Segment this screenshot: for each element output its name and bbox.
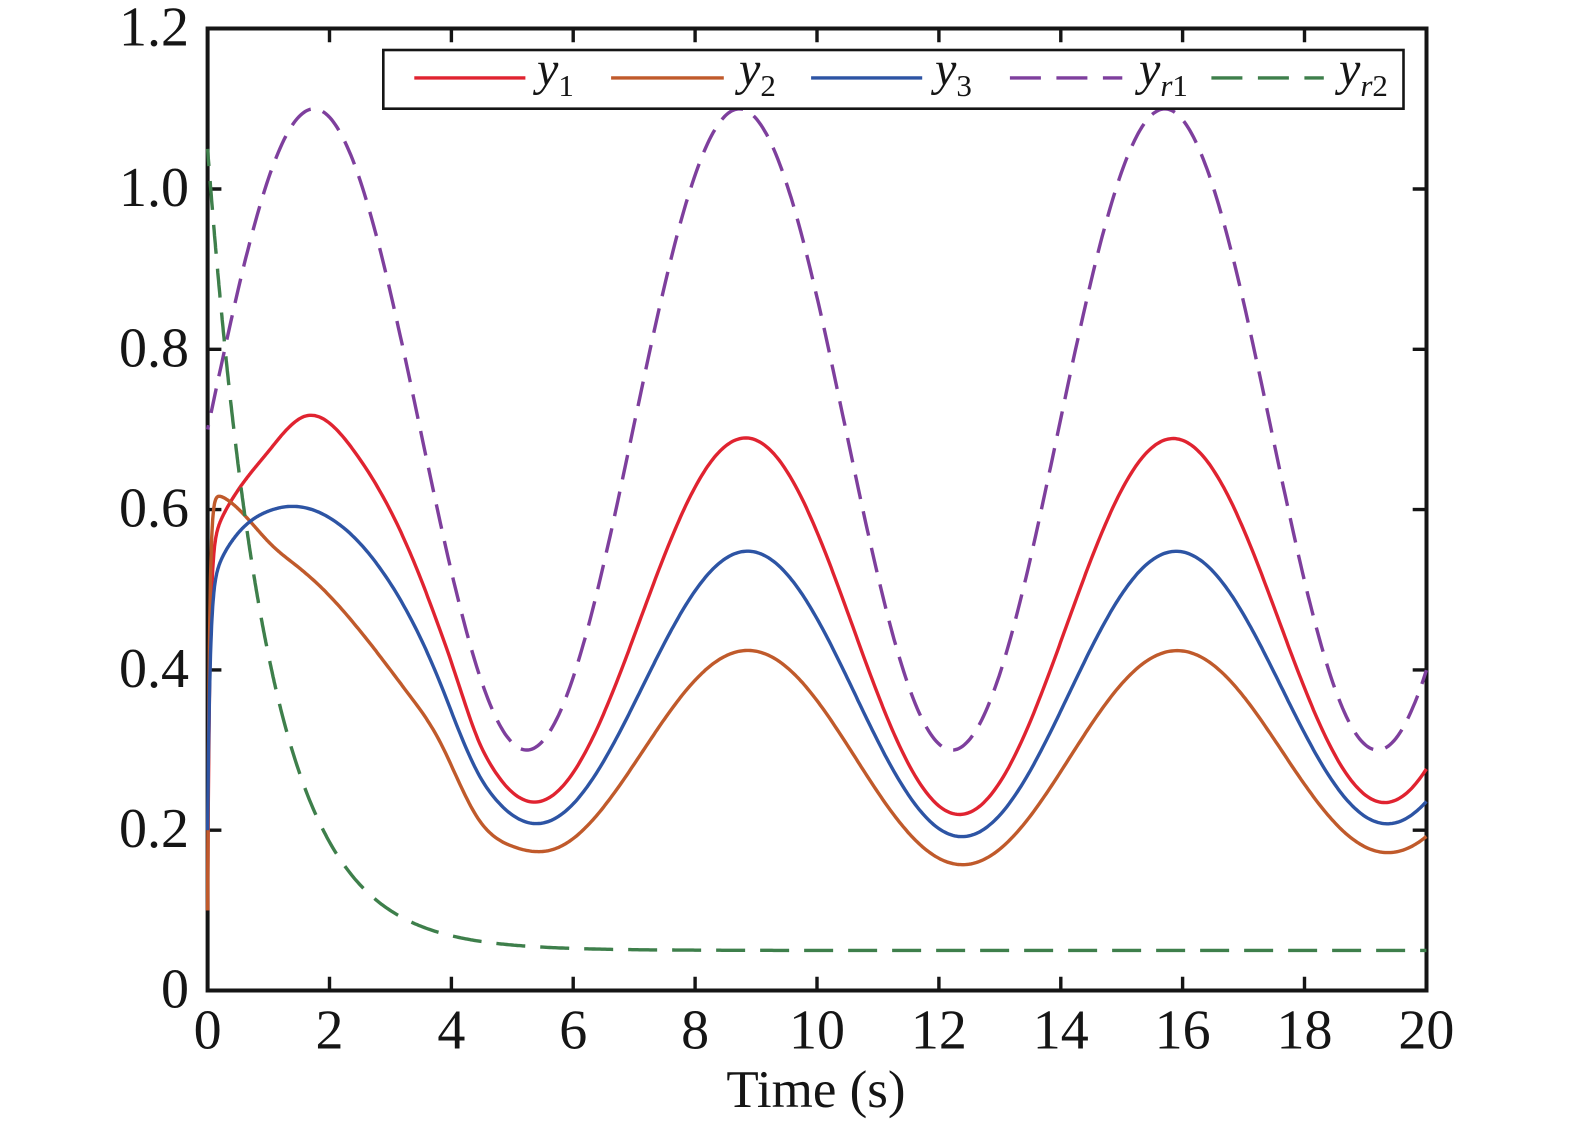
svg-text:0.6: 0.6 <box>119 478 189 540</box>
svg-text:0.8: 0.8 <box>119 317 189 379</box>
svg-text:0: 0 <box>161 959 189 1021</box>
svg-text:y3: y3 <box>930 43 972 103</box>
svg-text:8: 8 <box>681 1000 709 1062</box>
svg-text:1.0: 1.0 <box>119 157 189 219</box>
svg-text:10: 10 <box>789 1000 845 1062</box>
svg-text:14: 14 <box>1033 1000 1089 1062</box>
svg-text:16: 16 <box>1155 1000 1211 1062</box>
svg-text:4: 4 <box>437 1000 465 1062</box>
svg-text:6: 6 <box>559 1000 587 1062</box>
svg-text:0.4: 0.4 <box>119 638 189 700</box>
svg-text:12: 12 <box>911 1000 967 1062</box>
svg-text:Time (s): Time (s) <box>726 1061 905 1119</box>
svg-text:18: 18 <box>1277 1000 1333 1062</box>
svg-text:0.2: 0.2 <box>119 798 189 860</box>
svg-text:20: 20 <box>1398 1000 1454 1062</box>
svg-text:0: 0 <box>194 1000 222 1062</box>
svg-text:2: 2 <box>316 1000 344 1062</box>
svg-text:1.2: 1.2 <box>119 0 189 59</box>
